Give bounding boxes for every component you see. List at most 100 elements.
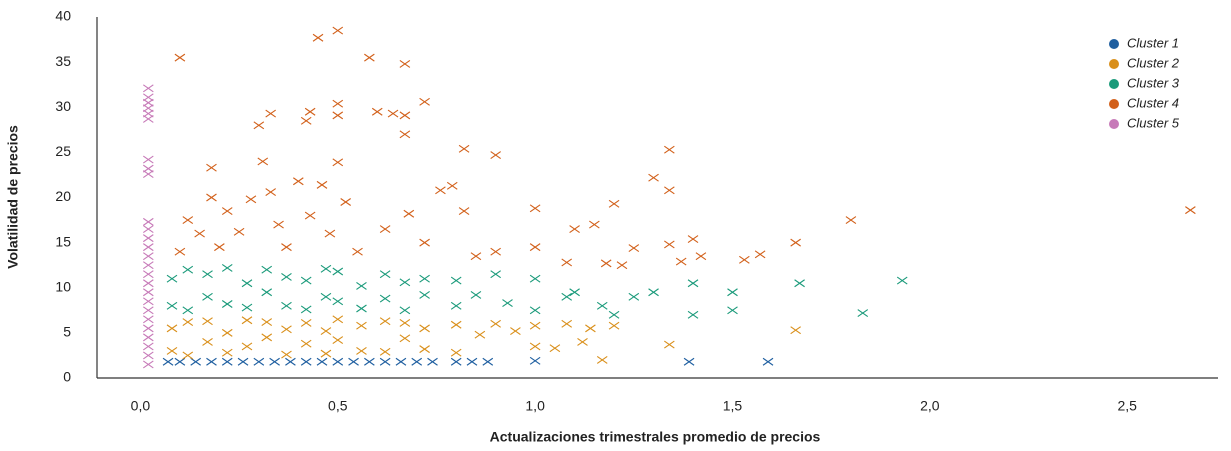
scatter-point [265,188,276,197]
scatter-point [794,279,805,288]
marker-stroke [273,220,284,229]
marker-stroke [529,204,541,213]
marker-stroke [379,347,391,356]
scatter-point [202,317,213,326]
scatter-point [221,300,233,308]
scatter-point [241,342,253,351]
scatter-point [285,357,296,366]
scatter-point [194,229,205,238]
marker-stroke [281,301,292,310]
marker-stroke [470,252,482,261]
scatter-point [281,243,292,252]
marker-stroke [190,357,201,366]
marker-stroke [427,357,438,366]
marker-stroke [790,326,801,335]
scatter-point [221,207,233,215]
scatter-point [683,357,695,366]
marker-stroke [221,263,233,272]
marker-stroke [300,305,312,314]
marker-stroke [174,357,186,366]
marker-stroke [253,121,265,130]
scatter-point [261,333,273,342]
scatter-point [142,104,154,113]
scatter-point [142,288,154,297]
scatter-point [466,357,478,366]
marker-stroke [529,356,541,365]
scatter-point [561,319,573,328]
scatter-point [237,357,249,366]
marker-stroke [450,348,462,357]
scatter-point [253,121,265,130]
scatter-point [399,334,411,343]
marker-stroke [399,306,411,315]
scatter-point [739,255,750,264]
marker-stroke [340,198,351,206]
scatter-point [269,357,280,366]
scatter-point [340,198,351,206]
y-tick-label: 15 [55,233,71,249]
marker-stroke [348,357,359,366]
scatter-point [379,347,391,356]
marker-stroke [458,207,470,215]
marker-stroke [221,328,233,337]
scatter-point [142,243,154,252]
marker-stroke [762,357,774,366]
marker-stroke [687,310,699,319]
scatter-point [403,209,415,218]
marker-stroke [1185,206,1196,215]
marker-stroke [182,318,194,326]
scatter-point [320,327,332,336]
scatter-point [379,357,391,366]
scatter-point [281,272,292,281]
marker-stroke [332,158,344,167]
legend-swatch [1109,59,1119,69]
scatter-point [687,235,699,243]
marker-stroke [446,181,458,190]
marker-stroke [561,292,573,301]
scatter-point [332,336,344,345]
scatter-point [206,193,217,202]
marker-stroke [166,274,178,283]
marker-stroke [608,310,620,319]
scatter-point [482,357,494,366]
y-tick-label: 25 [55,143,71,159]
scatter-point [648,173,659,182]
scatter-point [142,98,154,107]
scatter-point [529,342,541,351]
marker-stroke [300,116,312,125]
x-tick-label: 0,5 [328,398,348,414]
scatter-point [142,360,154,369]
marker-stroke [450,320,462,329]
marker-stroke [241,303,253,312]
scatter-point [857,309,869,317]
marker-stroke [664,186,675,195]
marker-stroke [281,325,292,334]
scatter-point [245,195,257,204]
marker-stroke [419,238,430,247]
scatter-point [316,180,328,189]
marker-stroke [470,291,482,299]
marker-stroke [529,243,541,252]
marker-stroke [356,281,367,290]
marker-stroke [794,279,805,288]
scatter-point [379,225,391,234]
marker-stroke [292,177,304,186]
scatter-point [569,225,580,234]
scatter-point [348,357,359,366]
scatter-point [600,259,612,268]
marker-stroke [379,225,391,234]
marker-stroke [664,145,675,154]
scatter-point [529,243,541,252]
scatter-point [450,357,462,366]
marker-stroke [182,306,194,315]
scatter-point [206,357,217,366]
scatter-point [281,325,292,334]
marker-stroke [754,250,766,259]
scatter-point [664,186,675,195]
marker-stroke [411,357,423,366]
marker-stroke [142,84,154,93]
scatter-point [446,181,458,190]
scatter-point [616,261,628,270]
marker-stroke [399,130,411,139]
scatter-point [202,292,213,301]
